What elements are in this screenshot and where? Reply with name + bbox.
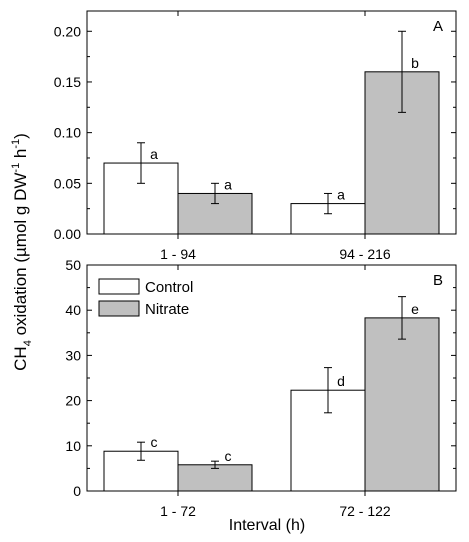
y-tick-label: 10 xyxy=(65,438,81,454)
significance-label: a xyxy=(150,146,158,162)
significance-label: c xyxy=(225,448,232,464)
significance-label: b xyxy=(411,55,419,71)
panel-label: A xyxy=(433,18,443,35)
y-tick-label: 50 xyxy=(65,257,81,273)
y-axis-label: CH4 oxidation (µmol g DW-1 h-1) xyxy=(10,133,34,371)
x-tick-label: 1 - 94 xyxy=(160,246,196,262)
legend-swatch-control xyxy=(99,279,139,294)
legend-swatch-nitrate xyxy=(99,301,139,316)
x-tick-label: 72 - 122 xyxy=(339,503,391,519)
x-axis-label: Interval (h) xyxy=(229,517,305,534)
significance-label: d xyxy=(337,373,345,389)
y-tick-label: 0.20 xyxy=(54,23,81,39)
chart-panel-b: c d c e 0 10 20 30 40 50 1 - 72 72 - 122 B Control Nit… xyxy=(65,257,456,519)
significance-label: a xyxy=(224,176,232,192)
chart-panel-a: a a a b 0.00 0.05 0.10 0.15 0.20 1 - 94 94 - 216 A xyxy=(54,11,456,262)
panel-label: B xyxy=(433,272,443,289)
significance-label: e xyxy=(411,301,419,317)
y-tick-label: 30 xyxy=(65,347,81,363)
y-tick-label: 0 xyxy=(73,483,81,499)
y-tick-label: 0.05 xyxy=(54,175,81,191)
legend-label-control: Control xyxy=(145,279,193,296)
y-tick-label: 20 xyxy=(65,393,81,409)
x-tick-label: 1 - 72 xyxy=(160,503,196,519)
bar-nitrate-1 xyxy=(365,318,439,491)
y-tick-label: 0.15 xyxy=(54,74,81,90)
x-tick-label: 94 - 216 xyxy=(339,246,391,262)
significance-label: a xyxy=(337,187,345,203)
y-tick-label: 40 xyxy=(65,302,81,318)
legend-label-nitrate: Nitrate xyxy=(145,301,189,318)
y-tick-label: 0.10 xyxy=(54,125,81,141)
significance-label: c xyxy=(151,434,158,450)
y-tick-label: 0.00 xyxy=(54,226,81,242)
